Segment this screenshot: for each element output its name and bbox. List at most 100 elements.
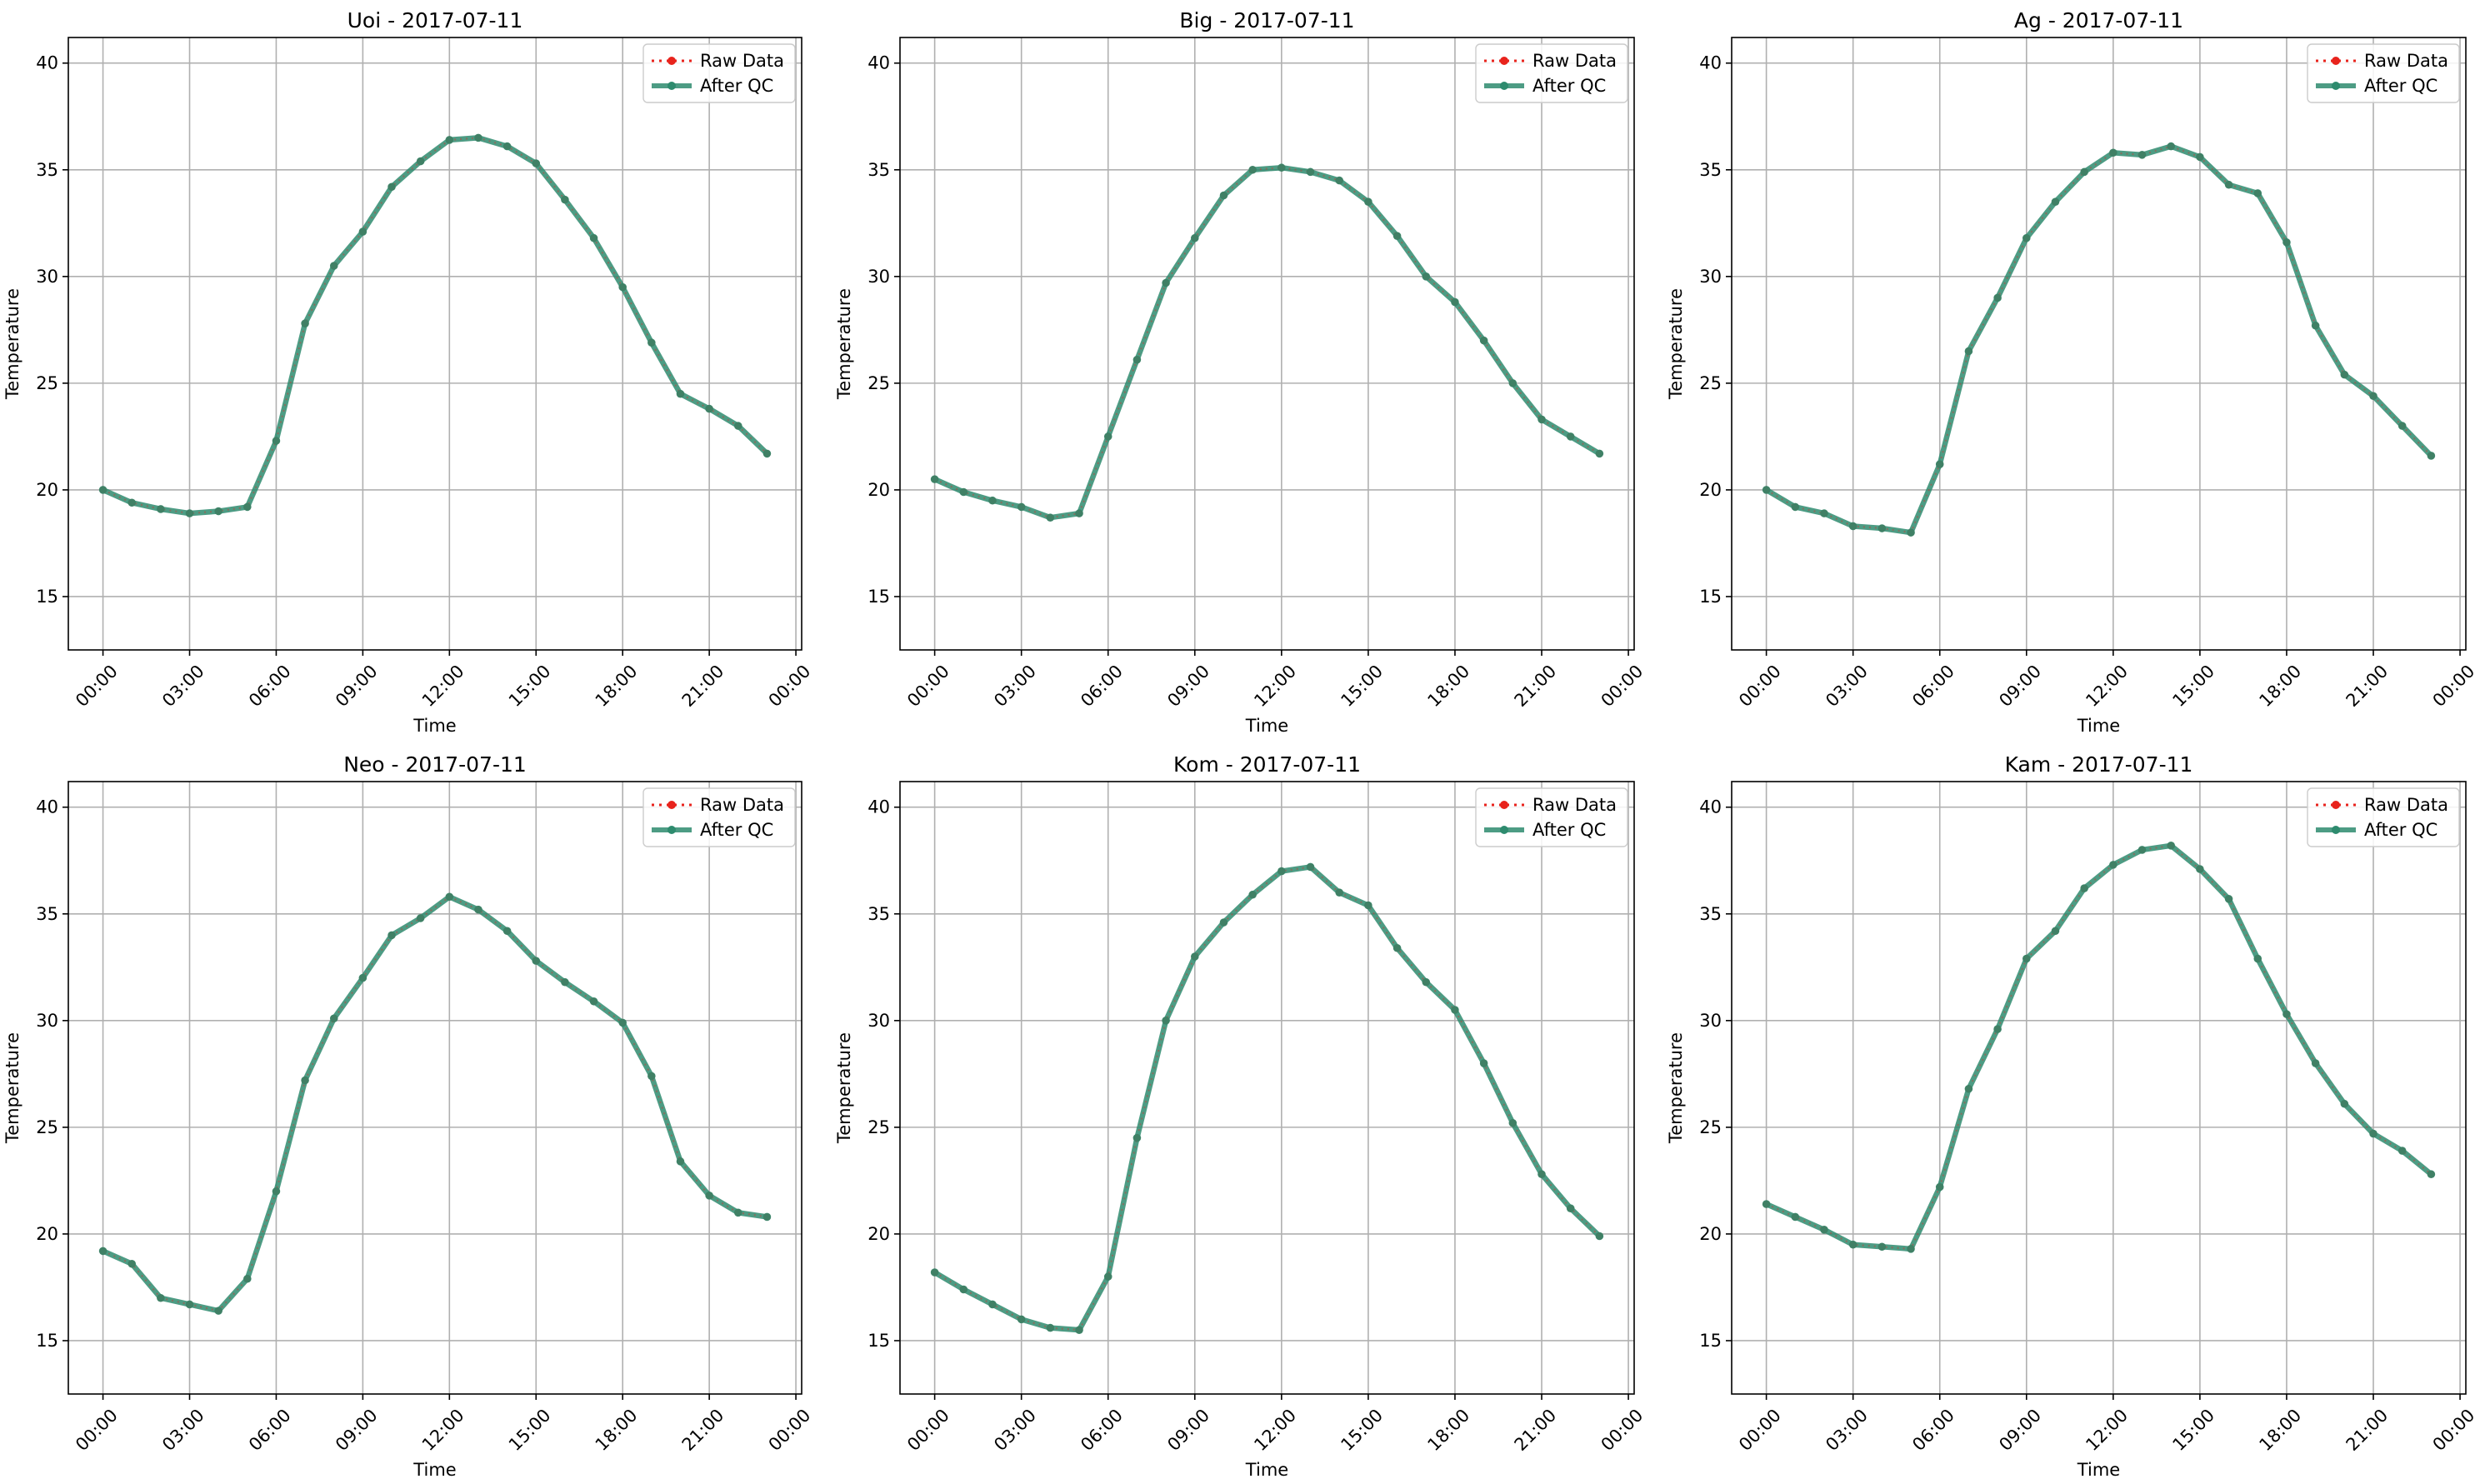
series-line-after-qc xyxy=(1763,842,2434,1252)
plot-frame xyxy=(1731,37,2467,651)
legend-qc-label: After QC xyxy=(2364,76,2438,96)
after-qc-point xyxy=(1335,176,1344,185)
after-qc-point xyxy=(2022,233,2031,242)
after-qc-point xyxy=(618,282,627,292)
after-qc-point xyxy=(1964,1084,1973,1093)
after-qc-point xyxy=(1364,901,1372,910)
x-tick-label: 15:00 xyxy=(2168,661,2218,711)
after-qc-point xyxy=(474,133,482,142)
y-axis-label: Temperature xyxy=(2,288,22,400)
y-tick-label: 30 xyxy=(36,1011,58,1031)
chart-panel: 15 20 25 30 35 40 00:00 03:00 06:00 09:00 12:00 15:… xyxy=(2,752,814,1480)
legend-raw-marker xyxy=(668,801,676,809)
after-qc-point xyxy=(2138,846,2147,854)
legend-raw-label: Raw Data xyxy=(2364,51,2448,71)
after-qc-point xyxy=(1479,1059,1488,1067)
y-tick-label: 30 xyxy=(868,267,890,287)
series-markers xyxy=(930,862,1604,1334)
x-tick-label: 00:00 xyxy=(72,661,122,711)
after-qc-point xyxy=(2051,927,2060,936)
x-tick-label: 00:00 xyxy=(903,661,953,711)
after-qc-point xyxy=(648,338,656,347)
y-tick-label: 25 xyxy=(36,373,58,393)
after-qc-point xyxy=(1451,1006,1459,1014)
after-qc-point xyxy=(589,233,598,242)
x-tick-label: 03:00 xyxy=(990,1405,1040,1455)
after-qc-point xyxy=(2167,842,2176,850)
after-qc-point xyxy=(930,475,939,483)
after-qc-point xyxy=(214,507,222,516)
after-qc-point xyxy=(1820,1226,1828,1234)
x-tick-label: 06:00 xyxy=(1077,1405,1127,1455)
after-qc-point xyxy=(1595,449,1604,458)
y-axis-label: Temperature xyxy=(1666,288,1686,400)
after-qc-point xyxy=(272,1187,281,1196)
x-tick-label: 15:00 xyxy=(2168,1405,2218,1455)
after-qc-point xyxy=(1422,272,1431,281)
series-line-raw-data xyxy=(102,137,768,515)
legend: Raw Data After QC xyxy=(642,787,796,847)
x-tick-label: 21:00 xyxy=(678,661,728,711)
grid xyxy=(68,37,802,650)
x-tick-label: 18:00 xyxy=(592,661,642,711)
after-qc-point xyxy=(2311,321,2320,330)
after-qc-point xyxy=(2196,865,2204,873)
after-qc-point xyxy=(2311,1059,2320,1067)
x-tick-label: 03:00 xyxy=(158,661,208,711)
after-qc-point xyxy=(2369,1129,2378,1138)
chart-title: Neo - 2017-07-11 xyxy=(343,752,527,777)
legend-raw-marker xyxy=(668,57,676,65)
after-qc-point xyxy=(1479,336,1488,345)
x-tick-label: 09:00 xyxy=(1163,1405,1213,1455)
x-tick-label: 12:00 xyxy=(2082,661,2132,711)
y-tick-label: 25 xyxy=(1699,373,1722,393)
series-line-after-qc xyxy=(932,864,1602,1333)
after-qc-point xyxy=(1017,502,1026,512)
y-axis-label: Temperature xyxy=(834,1032,854,1144)
y-tick-label: 35 xyxy=(36,904,58,924)
chart-title: Kom - 2017-07-11 xyxy=(1173,752,1361,777)
x-tick-label: 12:00 xyxy=(418,661,468,711)
after-qc-point xyxy=(2253,954,2262,963)
series-line-after-qc xyxy=(1763,143,2434,536)
after-qc-point xyxy=(98,486,108,494)
after-qc-point xyxy=(762,449,772,458)
y-tick-label: 25 xyxy=(36,1117,58,1137)
legend: Raw Data After QC xyxy=(2307,787,2460,847)
legend-raw-label: Raw Data xyxy=(700,51,784,71)
after-qc-point xyxy=(388,182,396,192)
after-qc-point xyxy=(358,227,368,236)
legend-qc-label: After QC xyxy=(700,76,773,96)
after-qc-point xyxy=(2138,151,2147,159)
x-tick-label: 09:00 xyxy=(332,661,382,711)
y-tick-label: 20 xyxy=(868,1224,890,1244)
y-tick-label: 20 xyxy=(1699,480,1722,500)
series-line-raw-data xyxy=(934,167,1600,519)
series-line-raw-data xyxy=(1766,844,2432,1251)
after-qc-point xyxy=(1538,1170,1546,1179)
x-tick-label: 00:00 xyxy=(2429,1405,2479,1455)
after-qc-point xyxy=(1103,1272,1112,1281)
series-markers xyxy=(930,163,1604,522)
after-qc-point xyxy=(243,502,252,512)
after-qc-point xyxy=(1762,1200,1771,1208)
after-qc-point xyxy=(157,1293,165,1302)
after-qc-point xyxy=(1017,1315,1026,1324)
y-tick-label: 40 xyxy=(1699,797,1722,817)
y-tick-label: 20 xyxy=(36,1224,58,1244)
chart-panel: 15 20 25 30 35 40 00:00 03:00 06:00 09:00 12:00 15:… xyxy=(1666,8,2478,736)
legend-qc-marker xyxy=(1500,826,1508,834)
x-tick-label: 18:00 xyxy=(2255,661,2305,711)
x-axis-label: Time xyxy=(2077,1460,2120,1480)
series-line-after-qc xyxy=(100,135,770,517)
legend: Raw Data After QC xyxy=(642,43,796,103)
x-tick-label: 18:00 xyxy=(1423,661,1473,711)
x-tick-label: 03:00 xyxy=(990,661,1040,711)
legend-qc-marker xyxy=(2332,826,2340,834)
x-tick-label: 12:00 xyxy=(2082,1405,2132,1455)
y-tick-label: 20 xyxy=(36,480,58,500)
after-qc-point xyxy=(705,404,713,413)
series-line-raw-data xyxy=(934,866,1601,1332)
x-tick-label: 21:00 xyxy=(678,1405,728,1455)
after-qc-point xyxy=(128,498,137,507)
